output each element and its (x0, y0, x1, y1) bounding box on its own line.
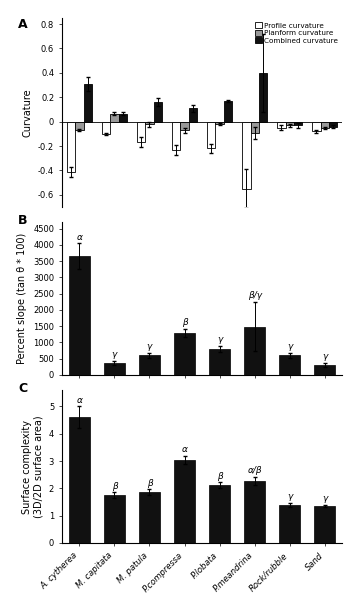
Bar (110, 114, 119, 122)
Text: γ: γ (112, 350, 117, 359)
Bar (189, 108, 197, 122)
Bar (154, 102, 162, 122)
Y-axis label: Percent slope (tan θ * 100): Percent slope (tan θ * 100) (17, 233, 28, 364)
Bar (75, 122, 84, 130)
Bar (67, 122, 75, 172)
Text: B: B (18, 214, 28, 227)
Text: β: β (146, 479, 152, 488)
Text: α: α (181, 445, 187, 454)
Bar (104, 495, 125, 543)
Bar (209, 485, 230, 543)
Bar (139, 355, 160, 375)
Bar (279, 505, 300, 543)
Y-axis label: Curvature: Curvature (22, 88, 32, 137)
Bar (137, 122, 145, 142)
Text: α/β: α/β (247, 466, 262, 475)
Bar (321, 122, 329, 128)
Text: γ: γ (147, 342, 152, 351)
Text: γ: γ (287, 342, 293, 351)
Bar (102, 122, 110, 134)
Bar (139, 492, 160, 543)
Text: β: β (217, 472, 222, 481)
Bar (145, 122, 154, 124)
Legend: Profile curvature, Planform curvature, Combined curvature: Profile curvature, Planform curvature, C… (254, 22, 339, 44)
Bar (215, 122, 224, 124)
Bar (251, 122, 259, 133)
Bar (104, 362, 125, 375)
Bar (286, 122, 294, 125)
Text: β/γ: β/γ (248, 292, 262, 301)
Bar (209, 349, 230, 375)
Bar (119, 114, 127, 122)
Y-axis label: Surface complexity
(3D/2D surface area): Surface complexity (3D/2D surface area) (22, 415, 43, 518)
Bar (312, 122, 321, 131)
Text: A: A (18, 18, 28, 31)
Bar (279, 355, 300, 375)
Bar (207, 122, 215, 148)
Text: γ: γ (217, 335, 222, 344)
Bar (294, 122, 303, 125)
Bar (259, 73, 267, 122)
Bar (315, 506, 335, 543)
Bar (242, 122, 251, 189)
Text: α: α (76, 233, 82, 242)
Text: α: α (76, 396, 82, 405)
Text: γ: γ (322, 494, 328, 503)
Text: β: β (112, 482, 117, 491)
Bar (69, 418, 90, 543)
Bar (329, 122, 337, 127)
Bar (174, 332, 195, 375)
Bar (69, 256, 90, 375)
Bar (180, 122, 189, 130)
Bar (174, 460, 195, 543)
Bar (172, 122, 180, 149)
Bar (244, 327, 265, 375)
Bar (315, 365, 335, 375)
Text: β: β (182, 318, 187, 327)
Bar (84, 84, 92, 122)
Text: γ: γ (287, 493, 293, 502)
Bar (244, 481, 265, 543)
Text: C: C (18, 382, 28, 395)
Text: γ: γ (322, 352, 328, 361)
Bar (277, 122, 286, 128)
Bar (224, 101, 232, 122)
